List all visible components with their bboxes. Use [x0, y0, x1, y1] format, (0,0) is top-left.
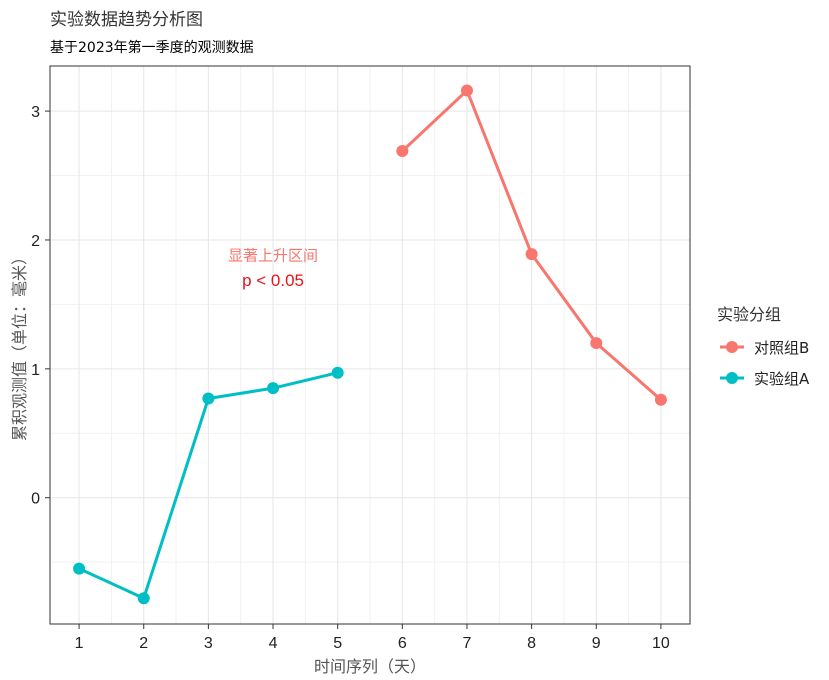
- x-tick-label: 9: [592, 635, 601, 652]
- x-tick-label: 5: [333, 635, 342, 652]
- data-point: [396, 145, 409, 158]
- x-axis-title: 时间序列（天）: [314, 657, 426, 676]
- x-tick-label: 1: [75, 635, 84, 652]
- data-point: [73, 562, 86, 575]
- x-tick-label: 3: [204, 635, 213, 652]
- chart-subtitle: 基于2023年第一季度的观测数据: [50, 39, 254, 56]
- legend-key-point: [726, 341, 738, 353]
- legend: 实验分组 对照组B 实验组A: [717, 305, 810, 388]
- chart-title: 实验数据趋势分析图: [50, 10, 203, 30]
- data-point: [331, 366, 344, 379]
- y-axis: 0 1 2 3: [31, 104, 50, 508]
- y-tick-label: 0: [31, 491, 40, 508]
- legend-label-experiment-a: 实验组A: [754, 370, 810, 388]
- data-point: [202, 392, 215, 405]
- data-point: [525, 248, 538, 261]
- x-tick-label: 2: [139, 635, 148, 652]
- series-control-b: [396, 84, 667, 406]
- legend-item-control-b: 对照组B: [720, 339, 809, 357]
- x-tick-label: 6: [398, 635, 407, 652]
- x-tick-label: 10: [652, 635, 670, 652]
- x-tick-label: 8: [527, 635, 536, 652]
- grid: [50, 66, 690, 624]
- legend-key-point: [726, 372, 738, 384]
- y-tick-label: 3: [31, 104, 40, 121]
- x-axis: 1 2 3 4 5 6 7 8 9 10: [75, 624, 670, 652]
- plot-panel-border: [49, 65, 691, 625]
- y-tick-label: 2: [31, 233, 40, 250]
- series-experiment-a: [73, 366, 344, 605]
- annotation-p-value: p < 0.05: [242, 271, 304, 290]
- data-point: [460, 84, 473, 97]
- data-point: [590, 337, 603, 350]
- data-point: [654, 393, 667, 406]
- x-tick-label: 7: [463, 635, 472, 652]
- data-point: [267, 382, 280, 395]
- y-axis-title: 累积观测值（单位：毫米）: [10, 249, 29, 441]
- legend-item-experiment-a: 实验组A: [720, 370, 810, 388]
- legend-title: 实验分组: [717, 305, 781, 324]
- legend-label-control-b: 对照组B: [754, 339, 809, 357]
- data-point: [137, 592, 150, 605]
- y-tick-label: 1: [31, 362, 40, 379]
- x-tick-label: 4: [269, 635, 278, 652]
- annotation-significant-rise: 显著上升区间: [228, 246, 318, 264]
- series-layer: [73, 84, 667, 605]
